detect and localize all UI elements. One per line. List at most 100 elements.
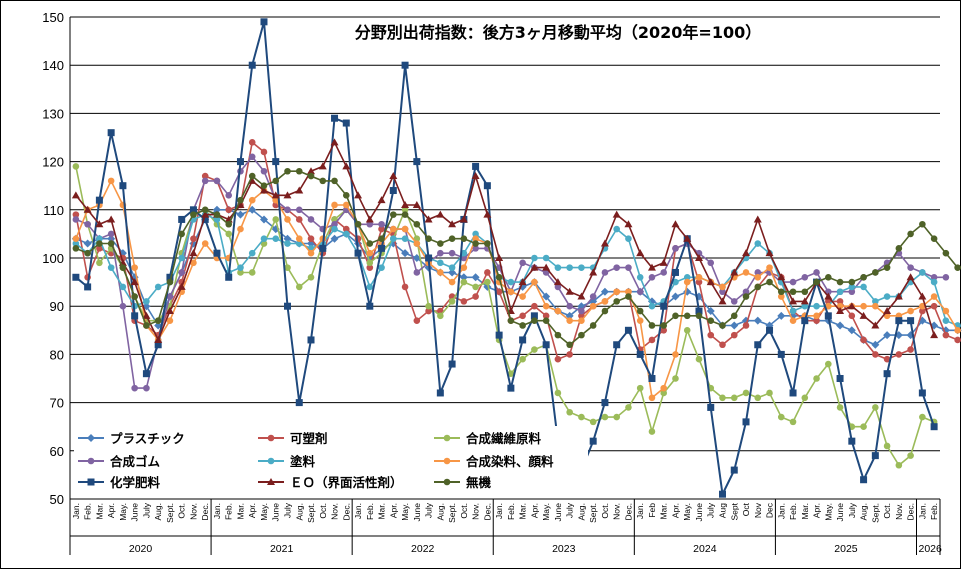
data-point <box>237 225 244 233</box>
legend-label: 可塑剤 <box>290 431 328 446</box>
data-point <box>248 153 256 161</box>
y-tick-label: 90 <box>50 299 64 314</box>
data-point <box>271 191 280 199</box>
data-point <box>107 264 115 271</box>
data-point <box>848 437 856 445</box>
data-point <box>683 278 691 286</box>
data-point <box>613 298 620 305</box>
data-point <box>566 408 573 416</box>
data-point <box>96 235 103 243</box>
data-point <box>894 292 903 300</box>
data-point <box>284 216 291 223</box>
legend-label: プラスチック <box>110 431 185 446</box>
data-point <box>225 206 233 214</box>
x-tick-label: Sept. <box>447 503 457 523</box>
data-point <box>495 331 503 339</box>
data-point <box>424 215 433 223</box>
data-point <box>331 201 338 209</box>
data-point <box>166 273 174 281</box>
data-point <box>836 288 844 296</box>
data-point <box>672 375 679 382</box>
data-point <box>872 269 879 276</box>
data-point <box>237 264 244 271</box>
data-point <box>154 317 162 324</box>
data-point <box>542 317 550 324</box>
data-point <box>754 240 762 247</box>
data-point <box>318 162 327 170</box>
data-point <box>72 211 80 218</box>
data-point <box>365 215 374 223</box>
data-point <box>613 264 620 271</box>
data-point <box>836 404 844 411</box>
data-point <box>83 239 92 248</box>
data-point <box>707 259 715 267</box>
data-point <box>813 317 820 324</box>
x-tick-label: Feb. <box>506 503 516 520</box>
data-point <box>319 244 327 252</box>
data-point <box>895 351 903 358</box>
data-point <box>589 437 597 445</box>
data-point <box>366 240 374 247</box>
x-tick-label: Oct. <box>882 503 892 519</box>
data-point <box>412 254 421 262</box>
data-point <box>848 288 856 296</box>
data-point <box>636 273 644 281</box>
x-tick-label: Nov. <box>330 503 340 520</box>
data-point <box>331 220 338 228</box>
data-point <box>366 220 374 228</box>
data-point <box>706 278 715 286</box>
data-point <box>531 278 538 286</box>
data-point <box>165 307 174 315</box>
x-tick-label: Oct. <box>177 503 187 519</box>
data-point <box>813 302 820 310</box>
data-point <box>742 293 750 300</box>
data-point <box>566 264 573 271</box>
data-point <box>295 186 304 194</box>
data-point <box>413 240 421 247</box>
series-line <box>75 179 959 400</box>
data-point <box>718 297 727 305</box>
data-point <box>107 230 115 238</box>
data-point <box>907 307 914 315</box>
data-point <box>401 206 409 214</box>
data-point <box>72 273 80 281</box>
data-point <box>377 196 386 204</box>
data-point <box>366 302 374 310</box>
data-point <box>131 293 138 300</box>
data-point <box>554 283 562 291</box>
data-point <box>201 206 209 214</box>
data-point <box>753 215 762 223</box>
data-point <box>578 413 585 421</box>
data-point <box>413 317 421 324</box>
data-point <box>389 187 397 195</box>
data-point <box>883 331 892 340</box>
data-point <box>119 182 127 190</box>
data-point <box>413 269 421 276</box>
data-point <box>436 210 445 218</box>
data-point <box>401 211 409 218</box>
data-point <box>730 321 739 330</box>
x-tick-label: Dec. <box>341 503 351 520</box>
data-point <box>613 288 620 296</box>
data-point <box>178 230 185 238</box>
data-point <box>342 162 351 170</box>
data-point <box>142 311 151 319</box>
data-point <box>84 249 91 257</box>
data-point <box>860 283 867 291</box>
data-point <box>636 288 644 296</box>
data-point <box>460 264 468 271</box>
legend-label: 合成ゴム <box>110 454 161 469</box>
data-point <box>907 452 914 459</box>
data-point <box>742 389 750 397</box>
data-point <box>248 249 256 257</box>
data-point <box>613 413 620 421</box>
data-point <box>72 163 80 170</box>
series-line <box>75 170 959 346</box>
data-point <box>248 61 256 69</box>
data-point <box>695 278 703 286</box>
data-point <box>954 327 961 334</box>
x-tick-label: Nov. <box>612 503 622 520</box>
data-point <box>459 215 468 223</box>
x-tick-label: Aug. <box>153 503 163 521</box>
